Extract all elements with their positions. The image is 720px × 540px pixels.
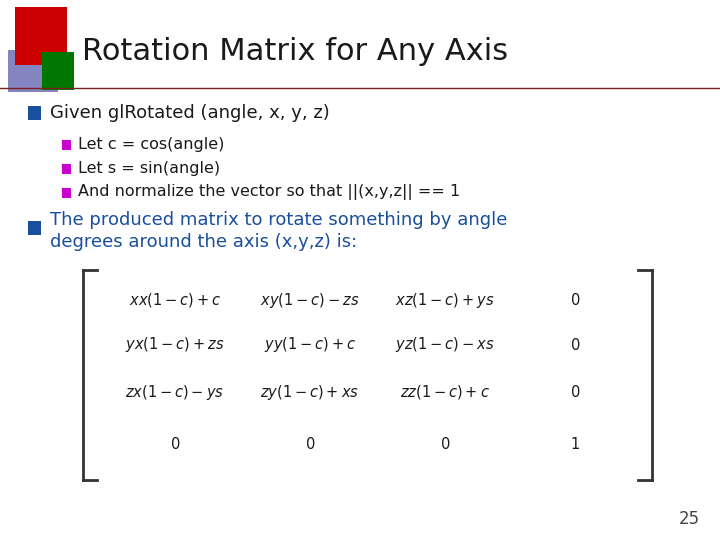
Text: $0$: $0$ xyxy=(570,384,580,400)
Text: Given glRotated (angle, x, y, z): Given glRotated (angle, x, y, z) xyxy=(50,104,330,122)
Text: 25: 25 xyxy=(679,510,700,528)
Bar xyxy=(15,7,67,65)
Text: degrees around the axis (x,y,z) is:: degrees around the axis (x,y,z) is: xyxy=(50,233,357,251)
Bar xyxy=(28,106,41,120)
Bar xyxy=(62,140,71,150)
Text: $yz(1-c)-xs$: $yz(1-c)-xs$ xyxy=(395,335,495,354)
Text: $xx(1-c)+c$: $xx(1-c)+c$ xyxy=(129,291,221,309)
Text: And normalize the vector so that ||(x,y,z|| == 1: And normalize the vector so that ||(x,y,… xyxy=(78,184,460,200)
Bar xyxy=(8,50,58,92)
Text: $0$: $0$ xyxy=(570,337,580,353)
Bar xyxy=(28,221,41,235)
Text: $zy(1-c)+xs$: $zy(1-c)+xs$ xyxy=(261,382,359,402)
Text: Rotation Matrix for Any Axis: Rotation Matrix for Any Axis xyxy=(82,37,508,66)
Bar xyxy=(62,164,71,174)
Text: $xy(1-c)-zs$: $xy(1-c)-zs$ xyxy=(261,291,360,309)
Text: $1$: $1$ xyxy=(570,436,580,452)
Text: $0$: $0$ xyxy=(570,292,580,308)
Text: $zz(1-c)+c$: $zz(1-c)+c$ xyxy=(400,383,490,401)
Text: The produced matrix to rotate something by angle: The produced matrix to rotate something … xyxy=(50,211,508,229)
Bar xyxy=(62,188,71,198)
Text: $0$: $0$ xyxy=(170,436,180,452)
Text: $xz(1-c)+ys$: $xz(1-c)+ys$ xyxy=(395,291,495,309)
Bar xyxy=(42,52,74,90)
Text: $yy(1-c)+c$: $yy(1-c)+c$ xyxy=(264,335,356,354)
Text: $yx(1-c)+zs$: $yx(1-c)+zs$ xyxy=(125,335,225,354)
Text: $0$: $0$ xyxy=(305,436,315,452)
Text: $zx(1-c)-ys$: $zx(1-c)-ys$ xyxy=(125,382,225,402)
Text: Let s = sin(angle): Let s = sin(angle) xyxy=(78,160,220,176)
Text: $0$: $0$ xyxy=(440,436,450,452)
Text: Let c = cos(angle): Let c = cos(angle) xyxy=(78,137,225,152)
